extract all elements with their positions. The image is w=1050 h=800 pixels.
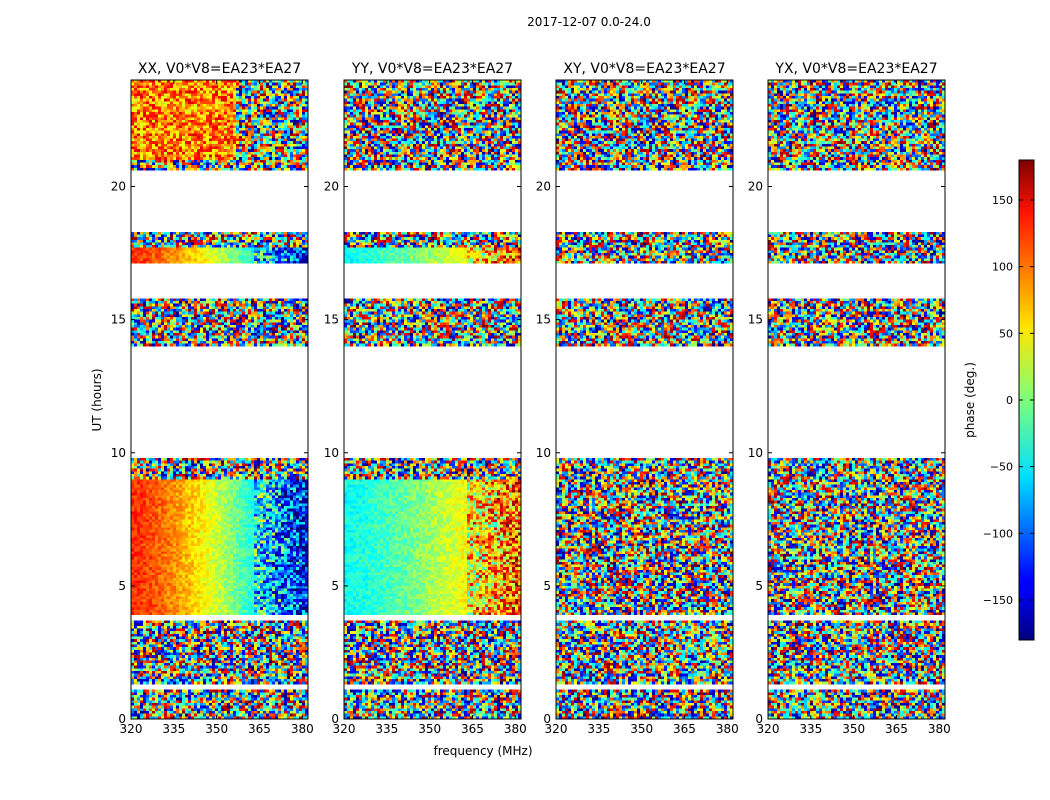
panel-3: XY, V0*V8=EA23*EA27 320 335 350 365 380 0 5 10 15… [536, 61, 739, 736]
y-tick-label: 20 [748, 180, 763, 194]
colorbar-tick-label: −50 [990, 461, 1013, 474]
panel-title: XX, V0*V8=EA23*EA27 [138, 61, 301, 77]
x-tick-label: 335 [799, 722, 822, 736]
y-axis-label: UT (hours) [90, 368, 104, 431]
x-tick-label: 380 [504, 722, 527, 736]
x-tick-label: 350 [418, 722, 441, 736]
y-tick-label: 10 [324, 446, 339, 460]
heatmap-image [131, 80, 308, 719]
panel-4: YX, V0*V8=EA23*EA27 320 335 350 365 380 0 5 10 15… [748, 61, 951, 736]
panel-frame [767, 79, 946, 720]
x-tick-label: 380 [716, 722, 739, 736]
y-tick-label: 15 [536, 313, 551, 327]
x-axis-label: frequency (MHz) [433, 744, 532, 758]
y-tick-label: 15 [111, 313, 126, 327]
y-tick-label: 20 [111, 180, 126, 194]
panel-2: YY, V0*V8=EA23*EA27 320 335 350 365 380 0 5 10 15… [324, 61, 527, 736]
x-tick-label: 350 [842, 722, 865, 736]
panel-frame [343, 79, 522, 720]
panel-frame [555, 79, 734, 720]
panel-1: XX, V0*V8=EA23*EA27 320 335 350 365 380 0 5 10 15… [111, 61, 314, 736]
x-tick-label: 365 [461, 722, 484, 736]
y-tick-label: 5 [331, 579, 339, 593]
x-tick-label: 350 [630, 722, 653, 736]
colorbar-tick-label: 100 [992, 261, 1013, 274]
x-tick-label: 320 [545, 722, 568, 736]
heatmap-image [556, 80, 733, 719]
x-tick-label: 365 [885, 722, 908, 736]
x-tick-label: 320 [120, 722, 143, 736]
colorbar-tick-label: −100 [983, 527, 1013, 540]
colorbar-tick-label: 150 [992, 194, 1013, 207]
y-tick-label: 20 [324, 180, 339, 194]
x-tick-label: 335 [587, 722, 610, 736]
y-tick-label: 0 [755, 712, 763, 726]
heatmap-image [344, 80, 521, 719]
colorbar-label: phase (deg.) [963, 362, 977, 438]
colorbar-tick-label: −150 [983, 594, 1013, 607]
x-tick-label: 350 [205, 722, 228, 736]
x-tick-label: 320 [757, 722, 780, 736]
heatmap-image [768, 80, 945, 719]
y-tick-label: 0 [543, 712, 551, 726]
y-tick-label: 5 [118, 579, 126, 593]
heatmap-panels: XX, V0*V8=EA23*EA27 320 335 350 365 380 0 5 10 15… [111, 61, 951, 736]
x-tick-label: 335 [375, 722, 398, 736]
y-tick-label: 10 [111, 446, 126, 460]
x-tick-label: 320 [333, 722, 356, 736]
colorbar-tick-label: 50 [999, 327, 1013, 340]
x-tick-label: 380 [928, 722, 951, 736]
panel-frame [130, 79, 309, 720]
y-tick-label: 5 [543, 579, 551, 593]
colorbar-tick-label: 0 [1006, 394, 1013, 407]
y-tick-label: 15 [324, 313, 339, 327]
y-tick-label: 0 [331, 712, 339, 726]
y-tick-label: 20 [536, 180, 551, 194]
y-tick-label: 15 [748, 313, 763, 327]
y-tick-label: 10 [748, 446, 763, 460]
x-tick-label: 335 [162, 722, 185, 736]
panel-title: YX, V0*V8=EA23*EA27 [774, 61, 937, 77]
panel-title: XY, V0*V8=EA23*EA27 [563, 61, 725, 77]
panel-title: YY, V0*V8=EA23*EA27 [351, 61, 513, 77]
y-tick-label: 5 [755, 579, 763, 593]
x-tick-label: 365 [673, 722, 696, 736]
y-tick-label: 10 [536, 446, 551, 460]
x-tick-label: 380 [291, 722, 314, 736]
x-tick-label: 365 [248, 722, 271, 736]
colorbar: phase (deg.) −150 −100 −50 0 50 100 150 [963, 159, 1035, 641]
y-tick-label: 0 [118, 712, 126, 726]
figure-suptitle: 2017-12-07 0.0-24.0 [527, 15, 651, 29]
